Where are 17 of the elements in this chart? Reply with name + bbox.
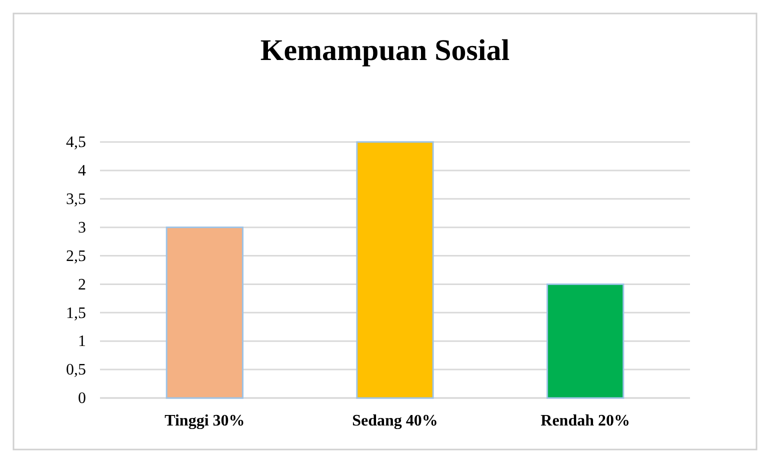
y-tick-label: 4,5 <box>66 134 86 152</box>
y-tick-label: 0 <box>78 390 86 408</box>
bar <box>166 226 244 399</box>
y-tick-label: 3,5 <box>66 191 86 208</box>
bar <box>356 141 434 399</box>
y-tick-label: 1,5 <box>66 304 86 322</box>
chart-title: Kemampuan Sosial <box>260 34 510 67</box>
y-tick-label: 3 <box>78 219 86 236</box>
x-tick-label: Rendah 20% <box>540 412 630 430</box>
bar <box>546 283 624 399</box>
y-tick-label: 0,5 <box>66 362 86 379</box>
x-tick-label: Sedang 40% <box>352 412 438 430</box>
x-tick-label: Tinggi 30% <box>164 412 245 430</box>
y-tick-label: 2,5 <box>66 248 86 265</box>
y-tick-label: 2 <box>78 276 86 294</box>
y-tick-label: 1 <box>78 333 86 350</box>
y-tick-label: 4 <box>78 162 86 180</box>
